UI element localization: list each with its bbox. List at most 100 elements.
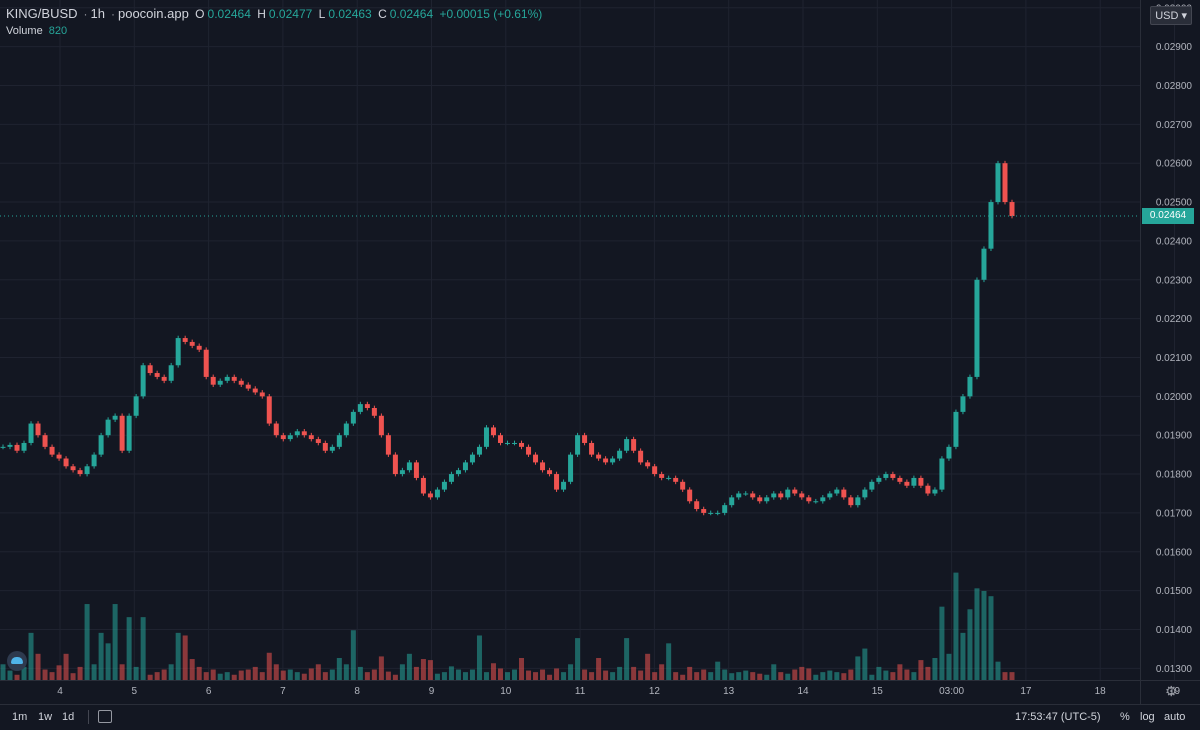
candle-body bbox=[168, 365, 174, 381]
tradingview-logo-icon[interactable] bbox=[7, 651, 27, 671]
volume-bar bbox=[336, 658, 342, 680]
time-tick-label: 17 bbox=[1020, 686, 1032, 697]
candle-body bbox=[589, 442, 595, 455]
volume-bar bbox=[708, 672, 714, 680]
volume-label[interactable]: Volume bbox=[6, 25, 43, 37]
candle-body bbox=[112, 415, 118, 420]
candle-body bbox=[245, 384, 251, 389]
candle-body bbox=[995, 163, 1001, 203]
candle-body bbox=[981, 248, 987, 280]
time-tick-label: 13 bbox=[723, 686, 735, 697]
candle-body bbox=[427, 493, 433, 498]
candle-body bbox=[960, 396, 966, 412]
volume-bar bbox=[196, 666, 202, 680]
volume-bar bbox=[883, 670, 889, 680]
volume-bar bbox=[862, 648, 868, 680]
candle-body bbox=[385, 435, 391, 455]
candle-body bbox=[988, 202, 994, 249]
interval[interactable]: 1h bbox=[90, 6, 105, 21]
timeframe-1m[interactable]: 1m bbox=[12, 711, 28, 723]
candle-body bbox=[855, 497, 861, 506]
auto-toggle[interactable]: auto bbox=[1164, 711, 1186, 723]
settings-gear-icon[interactable]: ⚙ bbox=[1165, 683, 1178, 699]
volume-bar bbox=[834, 672, 840, 680]
volume-bar bbox=[855, 656, 861, 680]
volume-bar bbox=[98, 632, 104, 680]
candle-body bbox=[876, 477, 882, 482]
candle-body bbox=[834, 489, 840, 494]
price-tick-label: 0.02200 bbox=[1156, 314, 1193, 325]
volume-bar bbox=[231, 674, 237, 680]
candle-body bbox=[764, 497, 770, 502]
volume-bar bbox=[673, 672, 679, 680]
volume-bar bbox=[694, 672, 700, 680]
price-tick-label: 0.02500 bbox=[1156, 198, 1193, 209]
candle-body bbox=[617, 450, 623, 459]
timeframe-1w[interactable]: 1w bbox=[38, 711, 53, 723]
calendar-icon[interactable] bbox=[98, 710, 112, 723]
timeframe-1d[interactable]: 1d bbox=[62, 711, 75, 723]
percent-toggle[interactable]: % bbox=[1120, 711, 1130, 723]
candle-body bbox=[561, 481, 567, 490]
volume-bar bbox=[680, 674, 686, 680]
candle-body bbox=[680, 481, 686, 490]
volume-bar bbox=[505, 672, 510, 680]
volume-bar bbox=[168, 664, 174, 680]
price-tick-label: 0.01500 bbox=[1156, 586, 1193, 597]
toolbar-divider bbox=[88, 710, 89, 724]
clock[interactable]: 17:53:47 (UTC-5) bbox=[1015, 711, 1101, 723]
volume-bar bbox=[918, 660, 924, 680]
candle-body bbox=[294, 431, 300, 436]
volume-bar bbox=[645, 653, 651, 680]
candle-body bbox=[70, 466, 76, 471]
candle-body bbox=[378, 415, 384, 436]
candle-body bbox=[406, 462, 412, 471]
volume-bar bbox=[420, 659, 426, 680]
volume-bar bbox=[266, 652, 272, 680]
volume-bar bbox=[91, 664, 97, 680]
candle-body bbox=[967, 376, 973, 397]
candle-body bbox=[890, 474, 896, 478]
candle-body bbox=[743, 493, 749, 495]
volume-bar bbox=[589, 672, 595, 680]
candle-body bbox=[210, 376, 216, 385]
volume-bar bbox=[624, 638, 630, 680]
time-axis[interactable]: 4 5 6 7 8 9 10 11 12 13 14 15 03:00 17 18 19 bbox=[0, 680, 1200, 698]
candle-body bbox=[420, 477, 426, 494]
candle-body bbox=[694, 501, 700, 510]
volume-bar bbox=[890, 672, 896, 680]
volume-bar bbox=[280, 670, 286, 680]
candle-body bbox=[308, 435, 314, 440]
candle-body bbox=[652, 466, 658, 475]
volume-bar bbox=[512, 669, 518, 680]
log-toggle[interactable]: log bbox=[1140, 711, 1155, 723]
volume-bar bbox=[988, 596, 994, 680]
volume-bar bbox=[617, 666, 623, 680]
candle-body bbox=[322, 442, 328, 451]
volume-bar bbox=[897, 664, 903, 680]
symbol-name[interactable]: KING/BUSD bbox=[6, 6, 78, 21]
candle-body bbox=[483, 427, 489, 447]
volume-bar bbox=[133, 666, 139, 680]
candle-body bbox=[771, 493, 777, 498]
volume-bar bbox=[652, 672, 658, 680]
candle-body bbox=[140, 365, 146, 397]
volume-bar bbox=[596, 658, 602, 680]
volume-bar bbox=[925, 666, 931, 680]
candle-body bbox=[526, 446, 532, 455]
volume-bar bbox=[666, 643, 672, 680]
source: poocoin.app bbox=[117, 6, 189, 21]
volume-bar bbox=[175, 632, 181, 680]
candle-body bbox=[287, 435, 293, 440]
volume-bar bbox=[238, 670, 244, 680]
candle-body bbox=[757, 497, 763, 502]
currency-button[interactable]: USD ▾ bbox=[1150, 6, 1192, 25]
candle-body bbox=[315, 439, 321, 443]
candle-body bbox=[911, 477, 917, 486]
candle-body bbox=[77, 470, 83, 475]
candle-body bbox=[582, 435, 588, 443]
time-tick-label: 8 bbox=[354, 686, 360, 697]
candle-body bbox=[259, 392, 265, 397]
price-chart[interactable]: 0.01300 0.01400 0.01500 0.01600 0.01700 0.018… bbox=[0, 0, 1200, 704]
price-axis[interactable]: 0.01300 0.01400 0.01500 0.01600 0.01700 0.018… bbox=[1140, 0, 1193, 704]
